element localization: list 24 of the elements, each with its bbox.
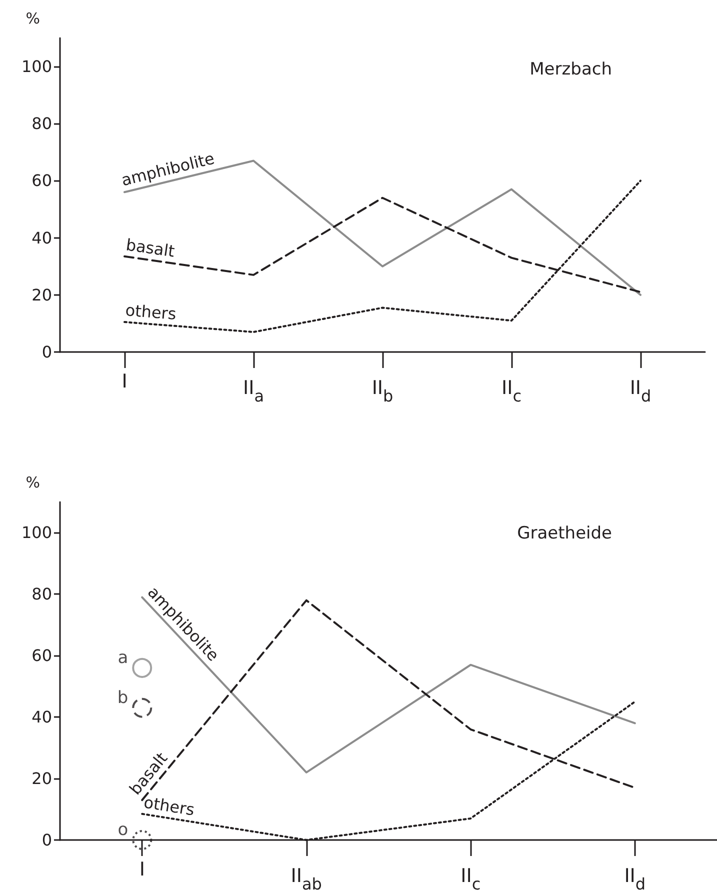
y-tick-label: 20 [32, 285, 52, 304]
series-label: a [118, 648, 128, 668]
y-tick-label: 40 [32, 708, 52, 727]
text: others [142, 792, 196, 820]
y-tick-label: 0 [42, 830, 52, 850]
series-label: b [117, 688, 128, 708]
y-tick-label: 80 [32, 114, 52, 134]
y-tick-label: 60 [32, 171, 52, 190]
series-label: others [124, 300, 177, 324]
y-tick-label: 60 [32, 646, 52, 666]
y-axis-title: % [26, 10, 40, 28]
y-tick-label: 80 [32, 584, 52, 604]
x-tick-label: I [122, 370, 128, 392]
y-tick-label: 20 [32, 769, 52, 788]
y-axis-title: % [26, 474, 40, 492]
x-tick-label: I [139, 858, 145, 880]
series-label: o [118, 820, 128, 840]
text: basalt [124, 235, 176, 261]
text: Graetheide [517, 524, 612, 544]
y-tick-label: 100 [21, 523, 52, 542]
text: Merzbach [530, 60, 612, 80]
y-tick-label: 0 [42, 342, 52, 362]
y-tick-label: 100 [21, 57, 52, 76]
y-tick-label: 40 [32, 228, 52, 248]
